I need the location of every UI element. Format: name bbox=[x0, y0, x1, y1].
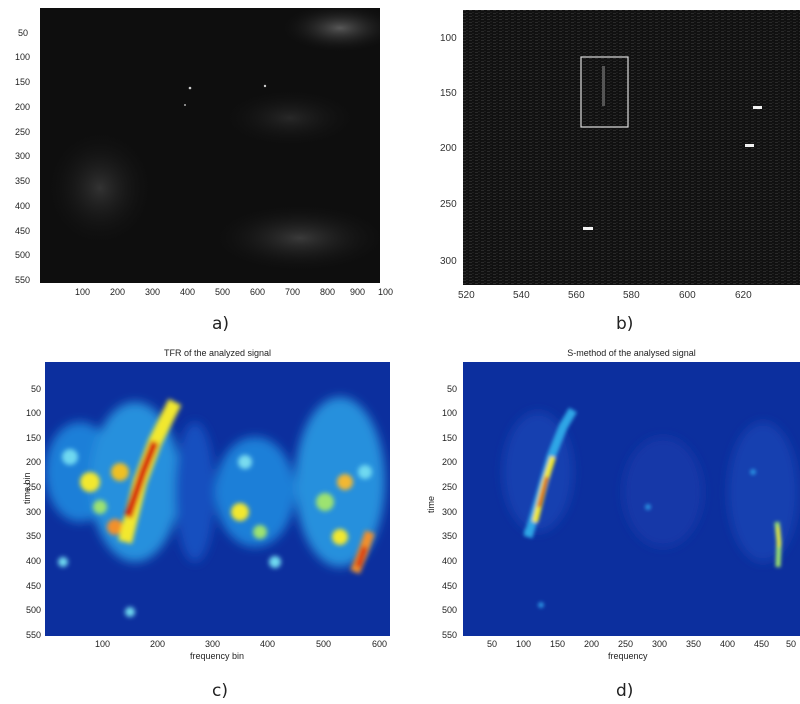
y-tick: 250 bbox=[440, 199, 457, 210]
target-box bbox=[580, 56, 629, 128]
y-tick: 50 bbox=[31, 384, 42, 394]
panel-d-heatmap bbox=[463, 362, 800, 636]
y-tick: 350 bbox=[442, 531, 458, 541]
x-tick: 540 bbox=[513, 290, 530, 301]
panel-d-caption: d) bbox=[616, 681, 634, 701]
panel-b-image bbox=[463, 10, 800, 285]
y-tick: 450 bbox=[15, 226, 31, 236]
x-tick: 500 bbox=[215, 287, 231, 297]
x-tick: 250 bbox=[618, 639, 634, 649]
x-tick: 580 bbox=[623, 290, 640, 301]
y-tick: 300 bbox=[442, 507, 458, 517]
x-tick: 400 bbox=[260, 639, 276, 649]
x-tick: 200 bbox=[150, 639, 166, 649]
y-tick: 400 bbox=[15, 201, 31, 211]
x-tick: 560 bbox=[568, 290, 585, 301]
x-tick: 300 bbox=[652, 639, 668, 649]
x-tick: 600 bbox=[250, 287, 266, 297]
x-tick: 400 bbox=[180, 287, 196, 297]
panel-b-sar-texture bbox=[463, 10, 800, 285]
y-tick: 450 bbox=[442, 581, 458, 591]
panel-a-image bbox=[40, 8, 380, 283]
x-tick: 620 bbox=[735, 290, 752, 301]
y-tick: 400 bbox=[26, 556, 42, 566]
y-tick: 150 bbox=[440, 88, 457, 99]
y-tick: 500 bbox=[26, 605, 42, 615]
x-tick: 300 bbox=[205, 639, 221, 649]
panel-d-xlabel: frequency bbox=[608, 651, 648, 661]
y-tick: 300 bbox=[440, 256, 457, 267]
panel-d-image bbox=[463, 362, 800, 636]
x-tick: 50 bbox=[487, 639, 498, 649]
x-tick: 200 bbox=[584, 639, 600, 649]
x-tick: 400 bbox=[720, 639, 736, 649]
y-tick: 150 bbox=[15, 77, 31, 87]
y-tick: 100 bbox=[26, 408, 42, 418]
y-tick: 100 bbox=[442, 408, 458, 418]
y-tick: 300 bbox=[15, 151, 31, 161]
x-tick: 450 bbox=[754, 639, 770, 649]
y-tick: 150 bbox=[26, 433, 42, 443]
panel-c-title: TFR of the analyzed signal bbox=[163, 348, 272, 358]
x-tick: 50 bbox=[786, 639, 797, 649]
panel-c-image bbox=[45, 362, 390, 636]
y-tick: 100 bbox=[15, 52, 31, 62]
y-tick: 500 bbox=[442, 605, 458, 615]
y-tick: 150 bbox=[442, 433, 458, 443]
y-tick: 550 bbox=[26, 630, 42, 640]
y-tick: 500 bbox=[15, 250, 31, 260]
panel-a-caption: a) bbox=[212, 314, 230, 334]
panel-a-sar-texture bbox=[45, 8, 380, 273]
x-tick: 150 bbox=[550, 639, 566, 649]
y-tick: 100 bbox=[440, 33, 457, 44]
panel-d-ylabel: time bbox=[426, 495, 436, 513]
panel-c-xlabel: frequency bin bbox=[190, 651, 245, 661]
x-tick: 700 bbox=[285, 287, 301, 297]
y-tick: 350 bbox=[26, 531, 42, 541]
x-tick: 300 bbox=[145, 287, 161, 297]
y-tick: 200 bbox=[440, 143, 457, 154]
x-tick: 800 bbox=[320, 287, 336, 297]
y-tick: 200 bbox=[442, 457, 458, 467]
y-tick: 350 bbox=[15, 176, 31, 186]
x-tick: 600 bbox=[679, 290, 696, 301]
y-tick: 200 bbox=[26, 457, 42, 467]
x-tick: 520 bbox=[458, 290, 475, 301]
y-tick: 550 bbox=[15, 275, 31, 285]
panel-c-caption: c) bbox=[212, 681, 228, 701]
panel-d-title: S-method of the analysed signal bbox=[567, 348, 696, 358]
y-tick: 300 bbox=[26, 507, 42, 517]
x-tick: 100 bbox=[516, 639, 532, 649]
y-tick: 550 bbox=[442, 630, 458, 640]
y-tick: 250 bbox=[26, 482, 42, 492]
x-tick: 200 bbox=[110, 287, 126, 297]
y-tick: 50 bbox=[447, 384, 458, 394]
x-tick: 500 bbox=[316, 639, 332, 649]
y-tick: 200 bbox=[15, 102, 31, 112]
y-tick: 250 bbox=[442, 482, 458, 492]
y-tick: 450 bbox=[26, 581, 42, 591]
x-tick: 100 bbox=[378, 287, 394, 297]
panel-b-caption: b) bbox=[616, 314, 634, 334]
x-tick: 900 bbox=[350, 287, 366, 297]
x-tick: 100 bbox=[75, 287, 91, 297]
x-tick: 600 bbox=[372, 639, 388, 649]
y-tick: 50 bbox=[18, 28, 29, 38]
y-tick: 250 bbox=[15, 127, 31, 137]
x-tick: 100 bbox=[95, 639, 111, 649]
x-tick: 350 bbox=[686, 639, 702, 649]
y-tick: 400 bbox=[442, 556, 458, 566]
panel-c-heatmap bbox=[45, 362, 390, 636]
